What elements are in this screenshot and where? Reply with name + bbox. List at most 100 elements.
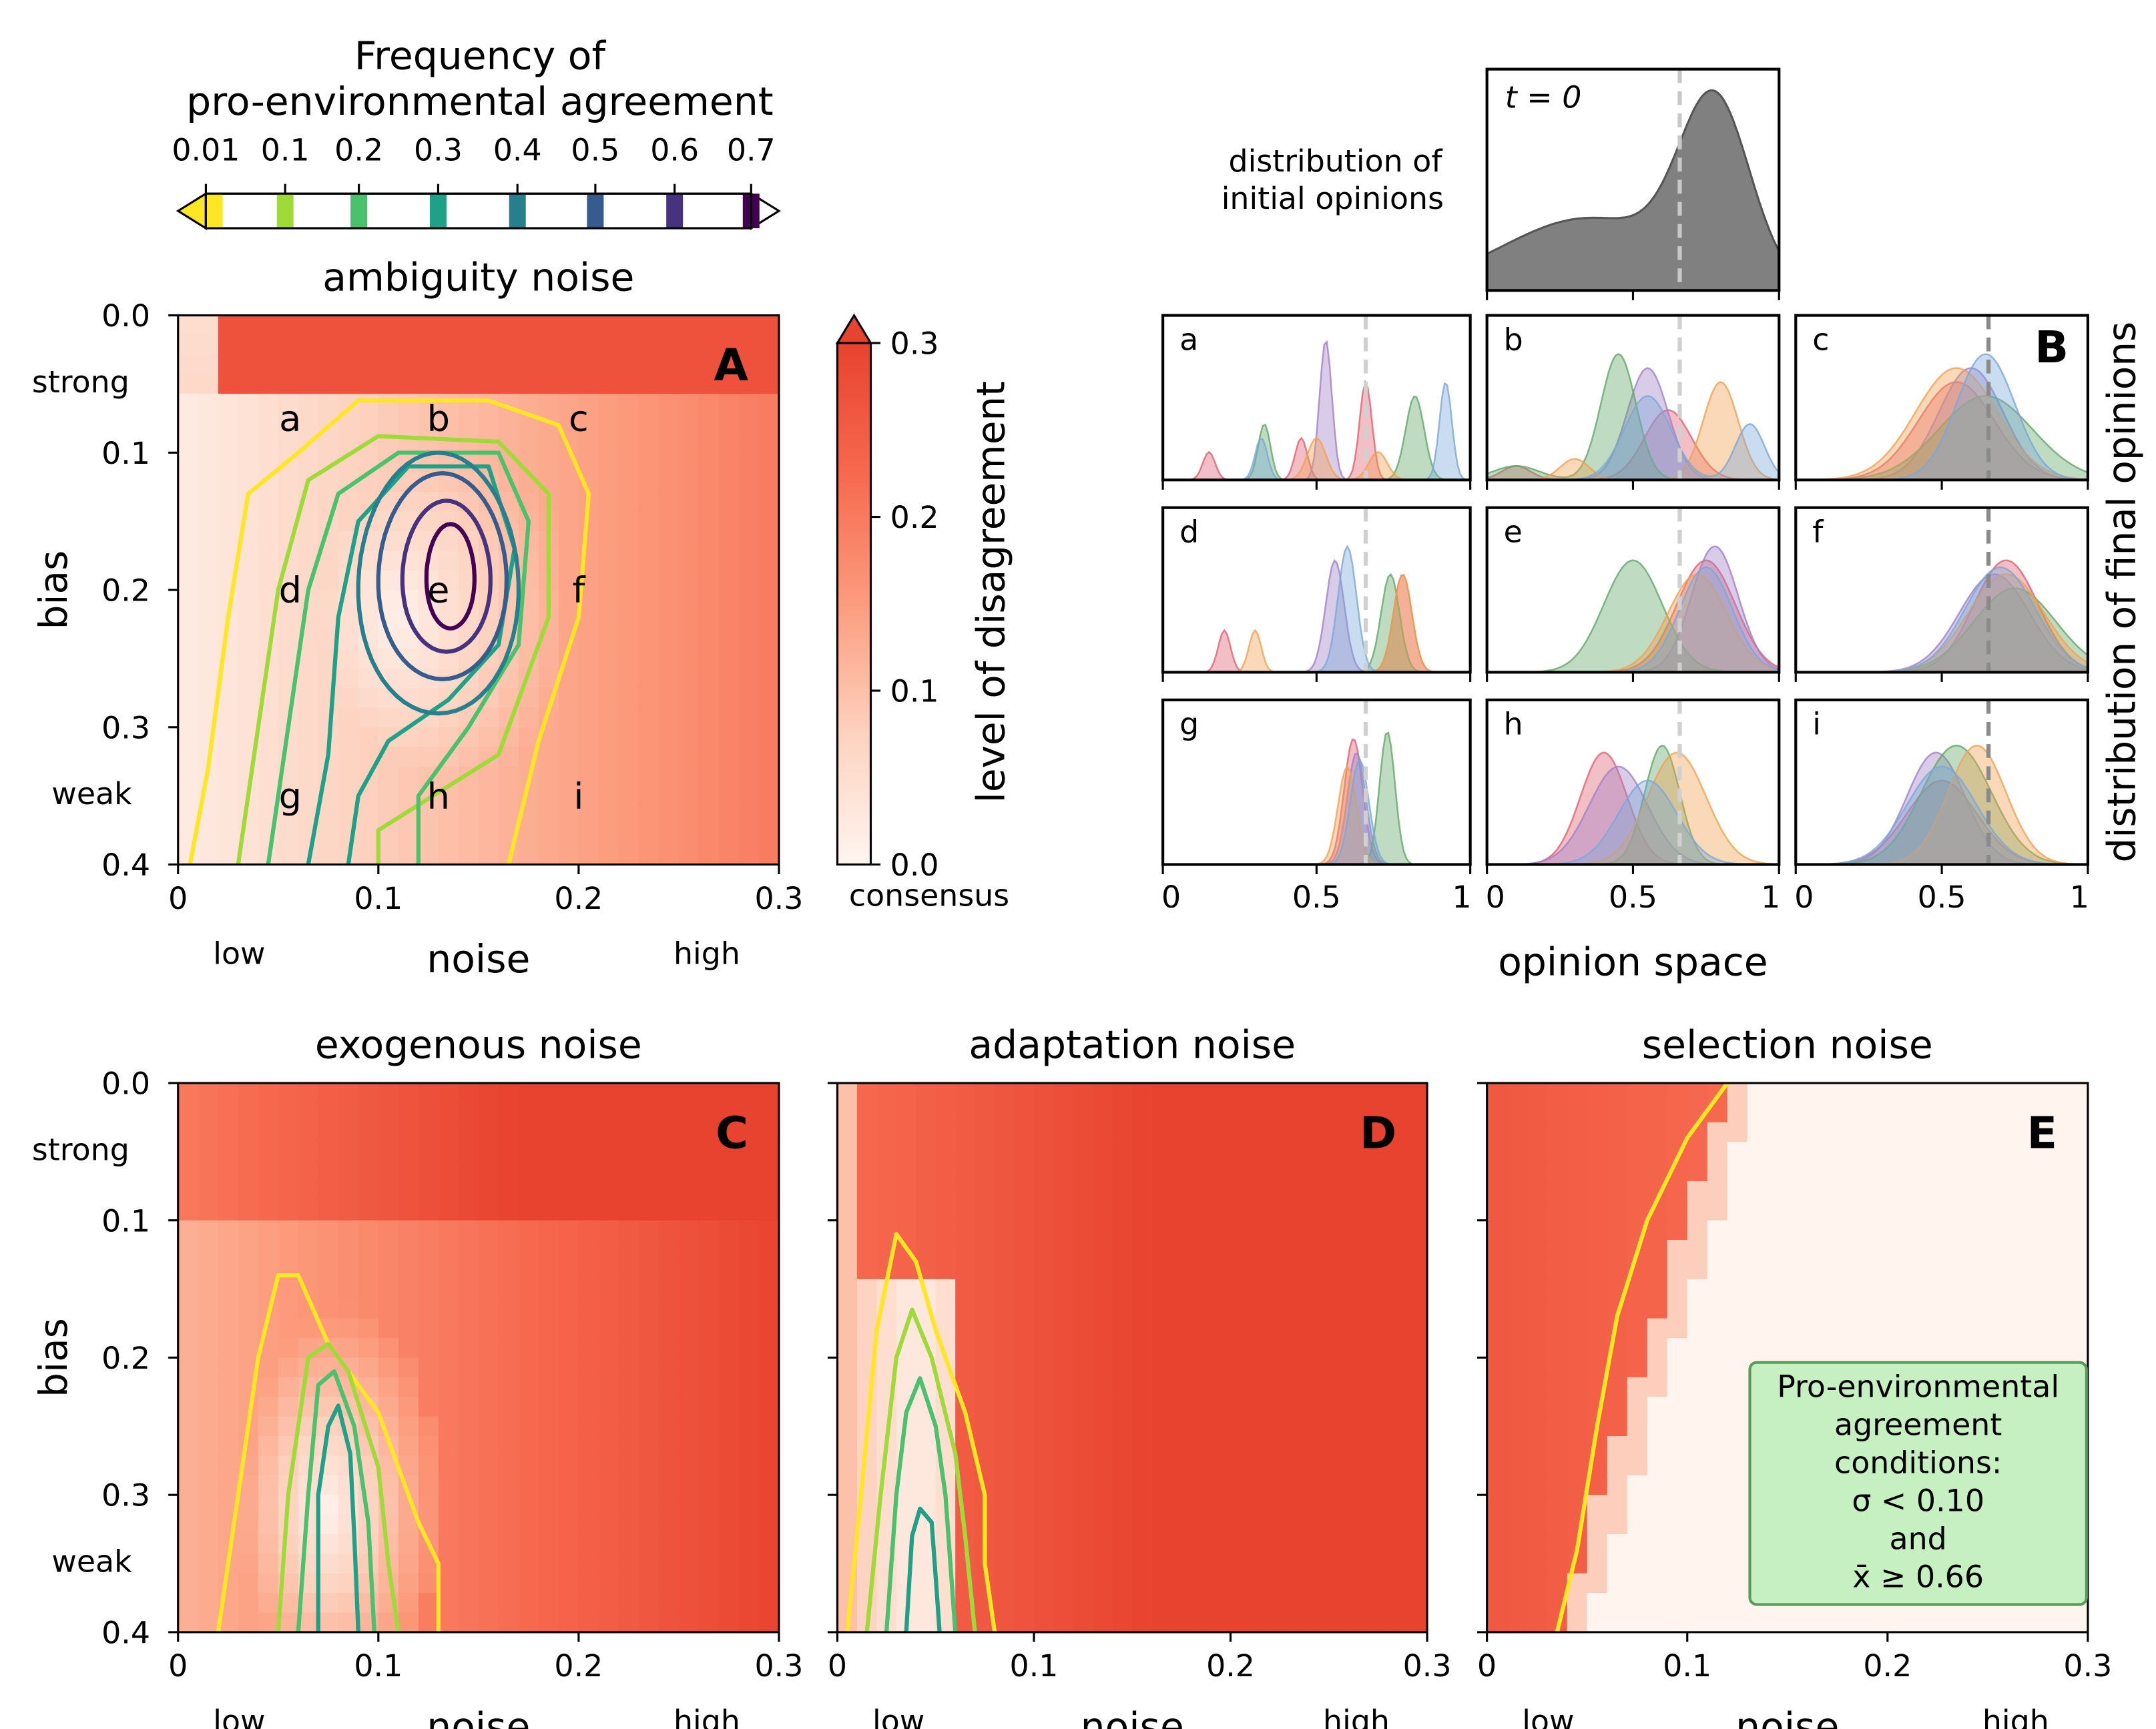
heatmap-cell [1053, 1102, 1075, 1124]
heatmap-cell [856, 1259, 878, 1281]
heatmap-cell [318, 687, 340, 709]
heatmap-cell [1667, 1573, 1688, 1594]
heatmap-cell [1727, 1122, 1749, 1143]
heatmap-cell [2067, 1279, 2089, 1300]
heatmap-cell [538, 1357, 560, 1379]
heatmap-cell [238, 1083, 260, 1104]
heatmap-cell [1547, 1436, 1568, 1457]
heatmap-cell [558, 1612, 580, 1634]
letter-h: h [427, 775, 450, 817]
heatmap-cell [975, 1122, 996, 1143]
heatmap-cell [1230, 1514, 1252, 1535]
heatmap-cell [1727, 1593, 1749, 1614]
heatmap-cell [638, 1455, 660, 1477]
heatmap-cell [1230, 1397, 1252, 1417]
heatmap-cell [518, 334, 540, 356]
heatmap-cell [1547, 1455, 1568, 1477]
heatmap-cell [1947, 1102, 1969, 1124]
heatmap-cell [658, 1200, 680, 1221]
heatmap-cell [258, 1200, 280, 1221]
heatmap-cell [578, 374, 600, 395]
heatmap-cell [598, 1259, 620, 1281]
heatmap-cell [378, 1318, 400, 1339]
heatmap-cell [618, 531, 640, 552]
heatmap-cell [598, 1612, 620, 1634]
heatmap-cell [458, 432, 480, 454]
heatmap-cell [1887, 1200, 1909, 1221]
heatmap-cell [1289, 1338, 1310, 1359]
heatmap-cell [578, 766, 600, 787]
heatmap-cell [458, 1200, 480, 1221]
heatmap-cell [1014, 1514, 1035, 1535]
heatmap-cell [198, 551, 220, 571]
heatmap-cell [618, 1612, 640, 1634]
heatmap-cell [358, 1299, 380, 1319]
heatmap-cell [278, 1612, 300, 1634]
heatmap-cell [198, 668, 220, 689]
heatmap-cell [1309, 1102, 1330, 1124]
heatmap-cell [1567, 1397, 1588, 1417]
heatmap-cell [1887, 1240, 1909, 1261]
colorbar-tick-label: 0.2 [890, 500, 939, 535]
heatmap-cell [638, 649, 660, 669]
heatmap-cell [478, 315, 500, 336]
heatmap-cell [318, 1102, 340, 1124]
heatmap-cell [2067, 1318, 2089, 1339]
heatmap-cell [1727, 1083, 1749, 1104]
heatmap-cell [738, 1161, 760, 1182]
heatmap-cell [1587, 1533, 1608, 1555]
heatmap-cell [438, 1514, 460, 1535]
heatmap-cell [1171, 1514, 1192, 1535]
heatmap-cell [298, 1318, 320, 1339]
heatmap-cell [1867, 1612, 1889, 1634]
heatmap-cell [1527, 1573, 1548, 1594]
heatmap-cell [698, 472, 720, 493]
panel-A: 0 0.1 0.2 0.30.00.10.20.30.4strongweakbiasl… [31, 254, 804, 982]
heatmap-cell [1348, 1102, 1369, 1124]
heatmap-cell [598, 825, 620, 846]
heatmap-cell [638, 1573, 660, 1594]
heatmap-cell [1230, 1318, 1252, 1339]
heatmap-cell [418, 1357, 440, 1379]
x-high-label: high [1323, 1704, 1390, 1729]
heatmap-cell [278, 1220, 300, 1241]
heatmap-cell [1667, 1102, 1688, 1124]
heatmap-cell [258, 531, 280, 552]
heatmap-cell [538, 1514, 560, 1535]
heatmap-cell [1250, 1612, 1271, 1634]
heatmap-cell [1707, 1397, 1729, 1417]
heatmap-cell [1270, 1455, 1291, 1477]
heatmap-cell [1667, 1318, 1688, 1339]
heatmap-cell [278, 785, 300, 807]
heatmap-cell [1727, 1318, 1749, 1339]
heatmap-cell [678, 1593, 700, 1614]
heatmap-cell [1667, 1299, 1688, 1319]
heatmap-cell [398, 1180, 420, 1202]
heatmap-cell [1328, 1161, 1350, 1182]
heatmap-cell [1807, 1338, 1829, 1359]
heatmap-cell [1987, 1259, 2009, 1281]
heatmap-cell [218, 1397, 240, 1417]
heatmap-cell [1053, 1533, 1075, 1555]
x-axis-label: noise [427, 936, 530, 982]
heatmap-cell [378, 845, 400, 866]
heatmap-cell [1727, 1357, 1749, 1379]
heatmap-cell [458, 1514, 480, 1535]
heatmap-cell [1093, 1122, 1114, 1143]
heatmap-cell [1747, 1318, 1769, 1339]
heatmap-cell [598, 1514, 620, 1535]
heatmap-cell [438, 551, 460, 571]
heatmap-cell [1507, 1122, 1528, 1143]
heatmap-cell [558, 1240, 580, 1261]
heatmap-cell [1328, 1220, 1350, 1241]
heatmap-cell [758, 1495, 780, 1515]
heatmap-cell [1547, 1495, 1568, 1515]
heatmap-cell [238, 1102, 260, 1124]
heatmap-cell [398, 1397, 420, 1417]
heatmap-cell [678, 1436, 700, 1457]
heatmap-cell [758, 1279, 780, 1300]
heatmap-cell [1368, 1612, 1389, 1634]
heatmap-cell [318, 1553, 340, 1574]
heatmap-cell [218, 766, 240, 787]
